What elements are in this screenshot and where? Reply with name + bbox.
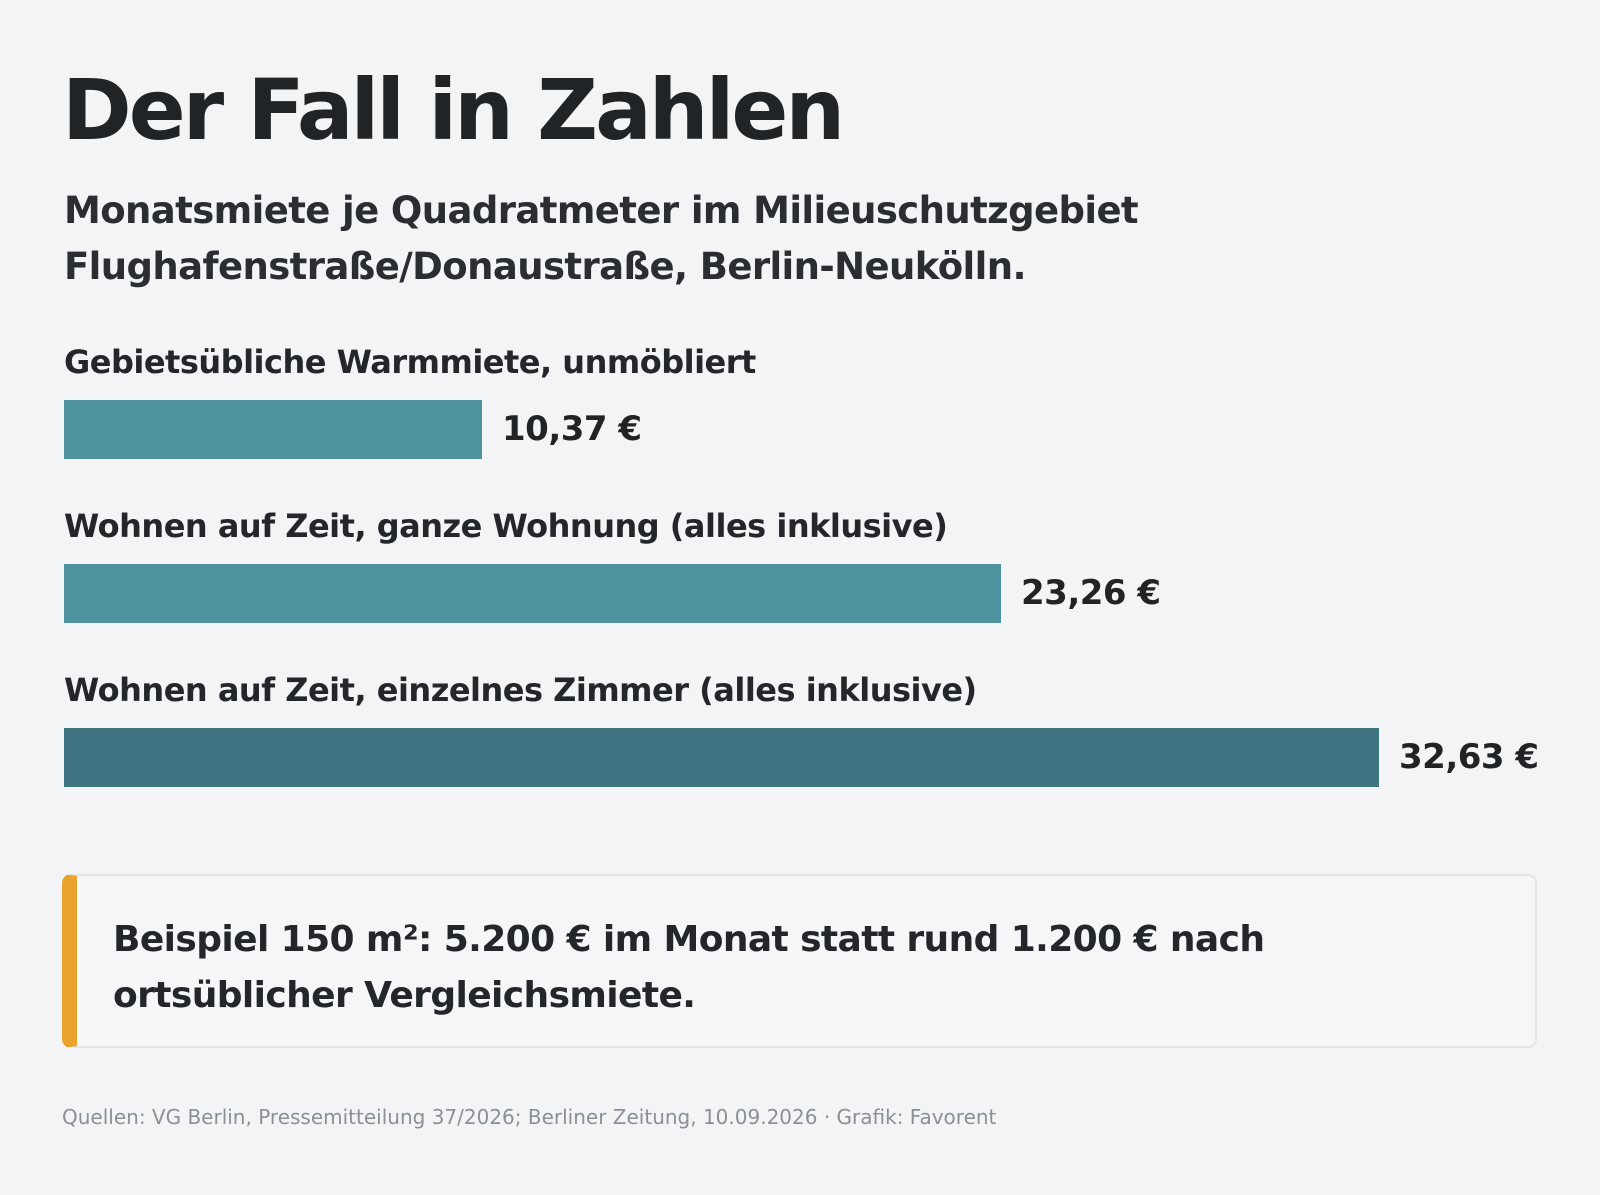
bar-value-label: 23,26 € <box>1021 573 1161 613</box>
chart-title: Der Fall in Zahlen <box>62 61 845 159</box>
bar <box>64 728 1379 787</box>
callout-text: Beispiel 150 m²: 5.200 € im Monat statt … <box>113 919 1265 1016</box>
bar-row: Gebietsübliche Warmmiete, unmöbliert 10,3… <box>64 340 1584 460</box>
bar-row: Wohnen auf Zeit, ganze Wohnung (alles in… <box>64 504 1584 624</box>
source-footer: Quellen: VG Berlin, Pressemitteilung 37/… <box>62 1105 997 1129</box>
bar-value-label: 10,37 € <box>502 409 642 449</box>
bar <box>64 564 1001 623</box>
bar <box>64 400 482 459</box>
chart-subtitle: Monatsmiete je Quadratmeter im Milieusch… <box>64 189 1139 288</box>
example-callout: Beispiel 150 m²: 5.200 € im Monat statt … <box>62 874 1537 1048</box>
bar-chart: Gebietsübliche Warmmiete, unmöbliert 10,3… <box>64 340 1584 810</box>
bar-row: Wohnen auf Zeit, einzelnes Zimmer (alles… <box>64 668 1584 788</box>
bar-value-label: 32,63 € <box>1399 737 1539 777</box>
bar-category-label: Wohnen auf Zeit, ganze Wohnung (alles in… <box>64 507 948 545</box>
bar-category-label: Gebietsübliche Warmmiete, unmöbliert <box>64 343 756 381</box>
bar-category-label: Wohnen auf Zeit, einzelnes Zimmer (alles… <box>64 671 977 709</box>
